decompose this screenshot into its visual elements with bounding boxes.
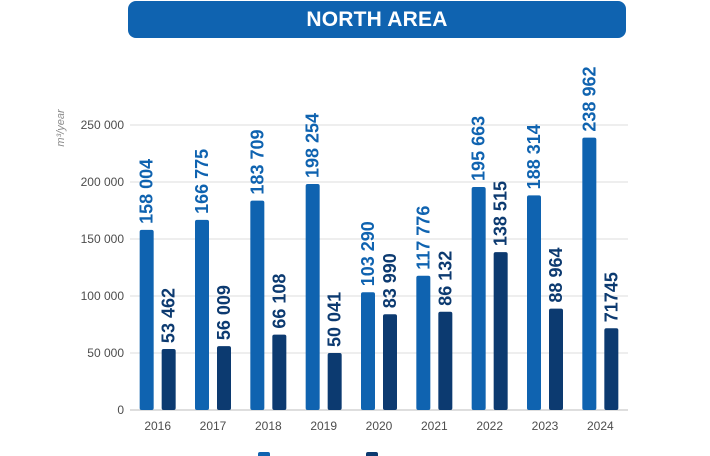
x-tick-label: 2016 [144, 419, 171, 433]
data-label: 198 254 [303, 113, 323, 178]
x-tick-label: 2020 [366, 419, 393, 433]
data-label: 50 041 [325, 292, 345, 347]
bar [383, 314, 397, 410]
title-banner: NORTH AREA [128, 1, 626, 38]
legend-swatch [258, 452, 270, 456]
data-label: 138 515 [491, 181, 511, 246]
bar [217, 346, 231, 410]
bar [549, 308, 563, 410]
data-label: 238 962 [579, 67, 599, 132]
y-tick-label: 150 000 [81, 232, 125, 246]
bar [493, 252, 508, 410]
bar [471, 186, 486, 410]
data-label: 71745 [601, 272, 621, 322]
data-label: 188 314 [524, 124, 544, 189]
bar [139, 229, 154, 410]
data-label: 88 964 [546, 248, 566, 303]
x-tick-label: 2022 [476, 419, 503, 433]
data-label: 56 009 [214, 285, 234, 340]
bar [272, 334, 287, 410]
bar [161, 349, 176, 410]
x-tick-label: 2023 [532, 419, 559, 433]
x-tick-label: 2017 [200, 419, 227, 433]
bar [305, 183, 320, 410]
y-tick-label: 100 000 [81, 289, 125, 303]
data-label: 183 709 [247, 129, 267, 194]
y-tick-label: 250 000 [81, 118, 125, 132]
chart-title: NORTH AREA [306, 7, 448, 31]
y-tick-label: 50 000 [87, 346, 124, 360]
x-tick-label: 2021 [421, 419, 448, 433]
y-axis-label: m³/year [55, 108, 67, 147]
data-label: 103 290 [358, 221, 378, 286]
bar [416, 275, 431, 410]
data-label: 66 108 [269, 274, 289, 329]
data-label: 53 462 [159, 288, 179, 343]
data-label: 86 132 [435, 251, 455, 306]
bar [604, 328, 619, 410]
bar [195, 219, 209, 410]
legend-swatch [366, 452, 378, 456]
data-label: 117 776 [413, 206, 433, 270]
x-tick-label: 2018 [255, 419, 282, 433]
x-tick-label: 2019 [310, 419, 337, 433]
bar [327, 352, 342, 410]
bar [527, 195, 541, 410]
bar [582, 137, 597, 410]
y-tick-label: 200 000 [81, 175, 125, 189]
x-tick-label: 2024 [587, 419, 614, 433]
data-label: 166 775 [192, 149, 212, 214]
bar [250, 200, 265, 410]
data-label: 158 004 [137, 159, 157, 224]
y-tick-label: 0 [117, 403, 124, 417]
data-label: 195 663 [469, 116, 489, 181]
bar [438, 311, 453, 410]
data-label: 83 990 [380, 253, 400, 308]
bar [361, 292, 375, 410]
